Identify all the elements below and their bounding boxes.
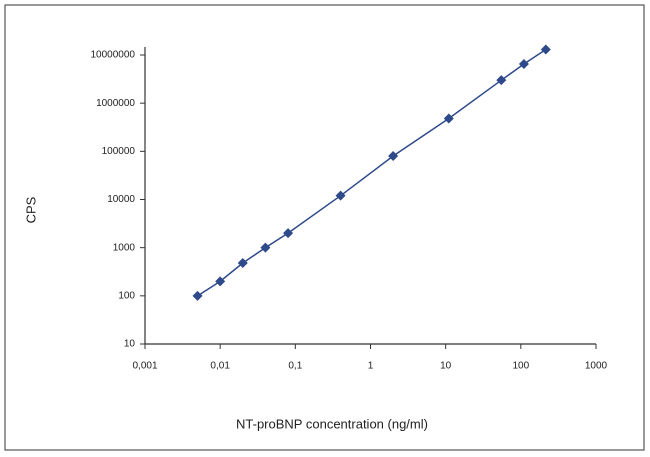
data-point <box>540 44 551 55</box>
data-point <box>237 258 248 269</box>
x-tick-label: 1000 <box>585 361 608 372</box>
y-axis-title: CPS <box>23 196 38 223</box>
data-point <box>496 75 507 86</box>
x-tick-label: 0,01 <box>210 361 230 372</box>
x-tick-label: 100 <box>512 361 529 372</box>
x-tick-label: 0,1 <box>288 361 302 372</box>
data-point <box>518 59 529 70</box>
y-tick-label: 100 <box>118 290 135 301</box>
y-tick-label: 1000 <box>113 242 136 253</box>
y-tick-label: 1000000 <box>96 98 135 109</box>
frame <box>4 4 645 451</box>
fit-line <box>197 48 547 297</box>
data-point <box>283 228 294 239</box>
data-point <box>388 151 399 162</box>
data-point <box>215 276 226 287</box>
x-axis-title: NT-proBNP concentration (ng/ml) <box>236 416 428 431</box>
data-point <box>335 190 346 201</box>
data-point <box>260 242 271 253</box>
y-tick-label: 10000000 <box>91 50 136 61</box>
data-point <box>192 290 203 301</box>
y-tick-label: 10000 <box>107 194 135 205</box>
data-point <box>443 113 454 124</box>
y-tick-label: 10 <box>124 339 136 350</box>
x-tick-label: 10 <box>440 361 452 372</box>
x-tick-label: 1 <box>368 361 374 372</box>
y-tick-label: 100000 <box>102 146 136 157</box>
x-tick-label: 0,001 <box>132 361 157 372</box>
